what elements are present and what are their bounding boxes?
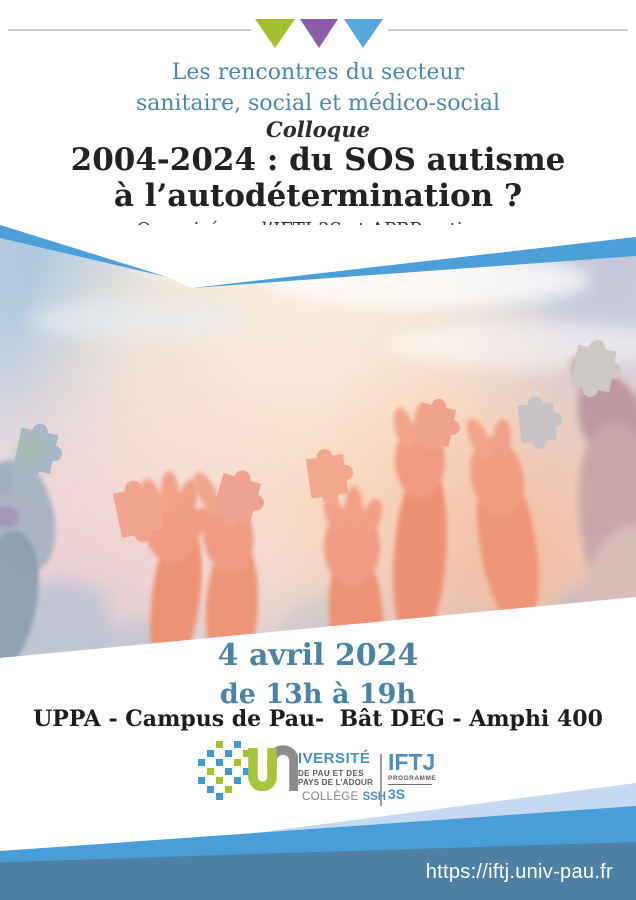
university-subtitle-line1: DE PAU ET DES — [298, 769, 364, 778]
footer-bands — [0, 783, 636, 900]
un-monogram-icon — [248, 745, 298, 792]
puzzle-pieces — [11, 336, 626, 547]
triangle-blue-icon — [344, 19, 383, 48]
left-blue-stripe — [0, 225, 167, 277]
series-title-line1: Les rencontres du secteur — [171, 60, 465, 85]
series-title: Les rencontres du secteur sanitaire, soc… — [0, 57, 636, 119]
mosaic-squares-icon — [198, 741, 250, 800]
footer-band-mid — [0, 806, 636, 862]
hands-puzzle-photo — [0, 225, 636, 675]
logo-divider — [380, 754, 382, 806]
right-blue-stripe — [192, 237, 636, 288]
top-white-wedge — [0, 225, 636, 288]
event-time: de 13h à 19h — [219, 679, 417, 710]
iftj-program-name: 3S — [388, 786, 406, 802]
event-kicker: Colloque — [266, 117, 370, 142]
event-date: 4 avril 2024 — [217, 638, 419, 673]
hands — [0, 357, 636, 675]
event-title-line2: à l’autodétermination ? — [113, 178, 523, 214]
event-title: 2004-2024 : du SOS autisme à l’autodéter… — [0, 142, 636, 214]
university-subtitle-line2: PAYS DE L’ADOUR — [298, 778, 374, 787]
iftj-logo: IFTJ PROGRAMME 3S — [388, 750, 448, 802]
iftj-name: IFTJ — [388, 749, 436, 775]
event-venue: UPPA - Campus de Pau- Bât DEG - Amphi 40… — [33, 706, 603, 732]
top-rule-left — [8, 29, 251, 31]
college-label: COLLÈGE — [302, 791, 359, 803]
event-title-line1: 2004-2024 : du SOS autisme — [70, 142, 566, 178]
university-name: IVERSITÉ — [298, 750, 371, 767]
iftj-program-label: PROGRAMME — [388, 775, 436, 785]
footer-band-dark — [0, 842, 636, 900]
triangle-purple-icon — [300, 19, 338, 48]
series-title-line2: sanitaire, social et médico-social — [135, 91, 501, 116]
footer-url-link[interactable]: https://iftj.univ-pau.fr — [425, 861, 613, 883]
triangle-ornaments — [255, 19, 383, 48]
top-rule-right — [388, 29, 628, 31]
university-logo-mark — [198, 741, 298, 800]
triangle-green-icon — [255, 19, 295, 48]
bottom-white-wedge — [0, 597, 636, 675]
